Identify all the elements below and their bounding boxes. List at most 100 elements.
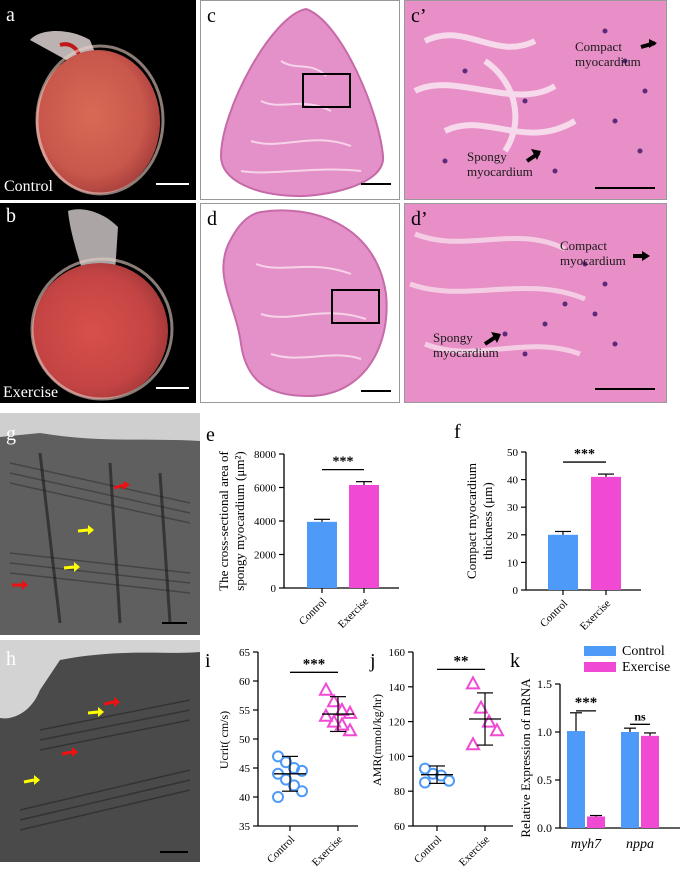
panel-a-image: a Control <box>0 0 196 200</box>
data-point <box>419 776 431 789</box>
compact-myocardium-label: Compact myocardium <box>560 238 626 268</box>
panel-label-j: j <box>370 650 376 672</box>
y-axis-label: AMR(mmol/kg/hr) <box>370 694 384 786</box>
panel-label-c: c <box>207 5 216 27</box>
tem-exercise <box>0 640 200 862</box>
bar <box>591 476 621 590</box>
data-point <box>326 693 342 708</box>
tem-control <box>0 413 200 635</box>
y-tick-label: 50 <box>239 734 251 746</box>
legend-label: Control <box>622 644 665 659</box>
significance-label: *** <box>333 455 354 470</box>
data-point <box>334 701 350 716</box>
he-zoom-exercise <box>409 231 650 357</box>
x-category-label: myh7 <box>571 837 602 852</box>
y-tick-label: 45 <box>239 763 251 775</box>
chart-i: 35 40 45 50 55 60 65 Control Exercise *** Ucrit( c… <box>217 647 358 869</box>
y-axis-label: The cross-sectional area of <box>216 450 231 590</box>
he-section-control <box>219 7 385 198</box>
y-tick-label: 2000 <box>254 550 277 562</box>
significance-label: ** <box>454 653 469 669</box>
scale-bar <box>595 388 655 390</box>
x-category-label: Control <box>538 598 570 630</box>
y-tick-label: 1.0 <box>537 725 552 739</box>
data-point <box>489 722 505 737</box>
y-tick-label: 160 <box>389 647 406 659</box>
bar <box>567 731 585 828</box>
bar <box>548 534 578 590</box>
data-point <box>326 713 342 728</box>
x-category-label: Control <box>412 834 444 866</box>
panel-label-i: i <box>205 650 211 672</box>
y-tick-label: 10 <box>507 557 519 569</box>
y-tick-label: 0 <box>513 585 519 597</box>
x-category-label: Exercise <box>578 598 613 630</box>
panel-d-prime-image: d’ Compact myocardium Spongy myocardium <box>404 203 667 403</box>
y-tick-label: 35 <box>239 821 251 833</box>
spongy-myocardium-label: Spongy myocardium <box>467 149 533 179</box>
panel-label-c-prime: c’ <box>411 5 427 27</box>
panel-label-a: a <box>6 4 15 26</box>
bar <box>641 735 659 828</box>
data-point <box>465 736 481 751</box>
y-tick-label: 60 <box>239 676 251 688</box>
scale-bar <box>156 183 189 185</box>
data-point <box>318 707 334 722</box>
y-tick-label: 55 <box>239 705 251 717</box>
data-point <box>296 785 308 798</box>
y-tick-label: 100 <box>389 751 406 763</box>
y-tick-label: 40 <box>507 475 519 487</box>
data-point <box>342 704 358 719</box>
data-point <box>473 699 489 714</box>
y-tick-label: 40 <box>239 792 251 804</box>
significance-label: *** <box>303 656 326 672</box>
panel-label-b: b <box>6 205 16 227</box>
exercise-caption: Exercise <box>3 384 59 401</box>
y-tick-label: 1.5 <box>537 677 552 691</box>
x-category-label: Exercise <box>336 596 371 630</box>
bar <box>349 484 379 588</box>
legend-label: Exercise <box>622 660 670 675</box>
y-tick-label: 0.5 <box>537 773 552 787</box>
he-zoom-control <box>413 28 657 174</box>
scale-bar <box>160 851 188 853</box>
compact-myocardium-label: Compact myocardium <box>575 39 641 69</box>
panel-b-image: b Exercise <box>0 203 196 403</box>
panel-label-k: k <box>510 650 520 672</box>
panel-g-image: g <box>0 413 200 635</box>
panel-d-image: d <box>200 203 400 403</box>
data-point <box>318 681 334 696</box>
y-tick-label: 20 <box>507 530 519 542</box>
x-category-label: Exercise <box>310 834 345 869</box>
scale-bar <box>595 187 655 189</box>
legend-swatch <box>584 662 616 672</box>
chart-e: 0 2000 4000 6000 8000 Control Exercise *** The c… <box>216 449 399 630</box>
panel-label-e: e <box>206 424 215 446</box>
y-axis-label: Ucrit( cm/s) <box>217 711 231 769</box>
scale-bar <box>156 387 189 389</box>
panel-label-d: d <box>207 208 217 230</box>
y-tick-label: 120 <box>389 717 406 729</box>
data-point <box>427 767 439 780</box>
bar <box>587 816 605 828</box>
scale-bar <box>162 622 187 624</box>
y-tick-label: 65 <box>239 647 251 659</box>
scale-bar <box>361 390 391 392</box>
y-tick-label: 30 <box>507 502 519 514</box>
chart-f: 0 10 20 30 40 50 Control Exercise *** Compact myo… <box>464 447 641 630</box>
y-tick-label: 6000 <box>254 483 277 495</box>
y-axis-label: thickness (μm) <box>480 482 495 559</box>
y-axis-label: spongy myocardium (μm²) <box>232 451 247 590</box>
data-point <box>465 675 481 690</box>
data-point <box>296 764 308 777</box>
panel-label-d-prime: d’ <box>411 208 428 230</box>
data-point <box>272 791 284 803</box>
x-category-label: Control <box>297 596 329 628</box>
panel-c-image: c <box>200 0 400 200</box>
chart-j: 60 80 100 120 140 160 Control Exercise ** AMR(mmo… <box>370 647 513 869</box>
data-point <box>443 774 455 787</box>
data-point <box>435 769 447 782</box>
panel-h-image: h <box>0 640 200 862</box>
bar <box>621 732 639 828</box>
y-tick-label: 50 <box>507 447 519 459</box>
